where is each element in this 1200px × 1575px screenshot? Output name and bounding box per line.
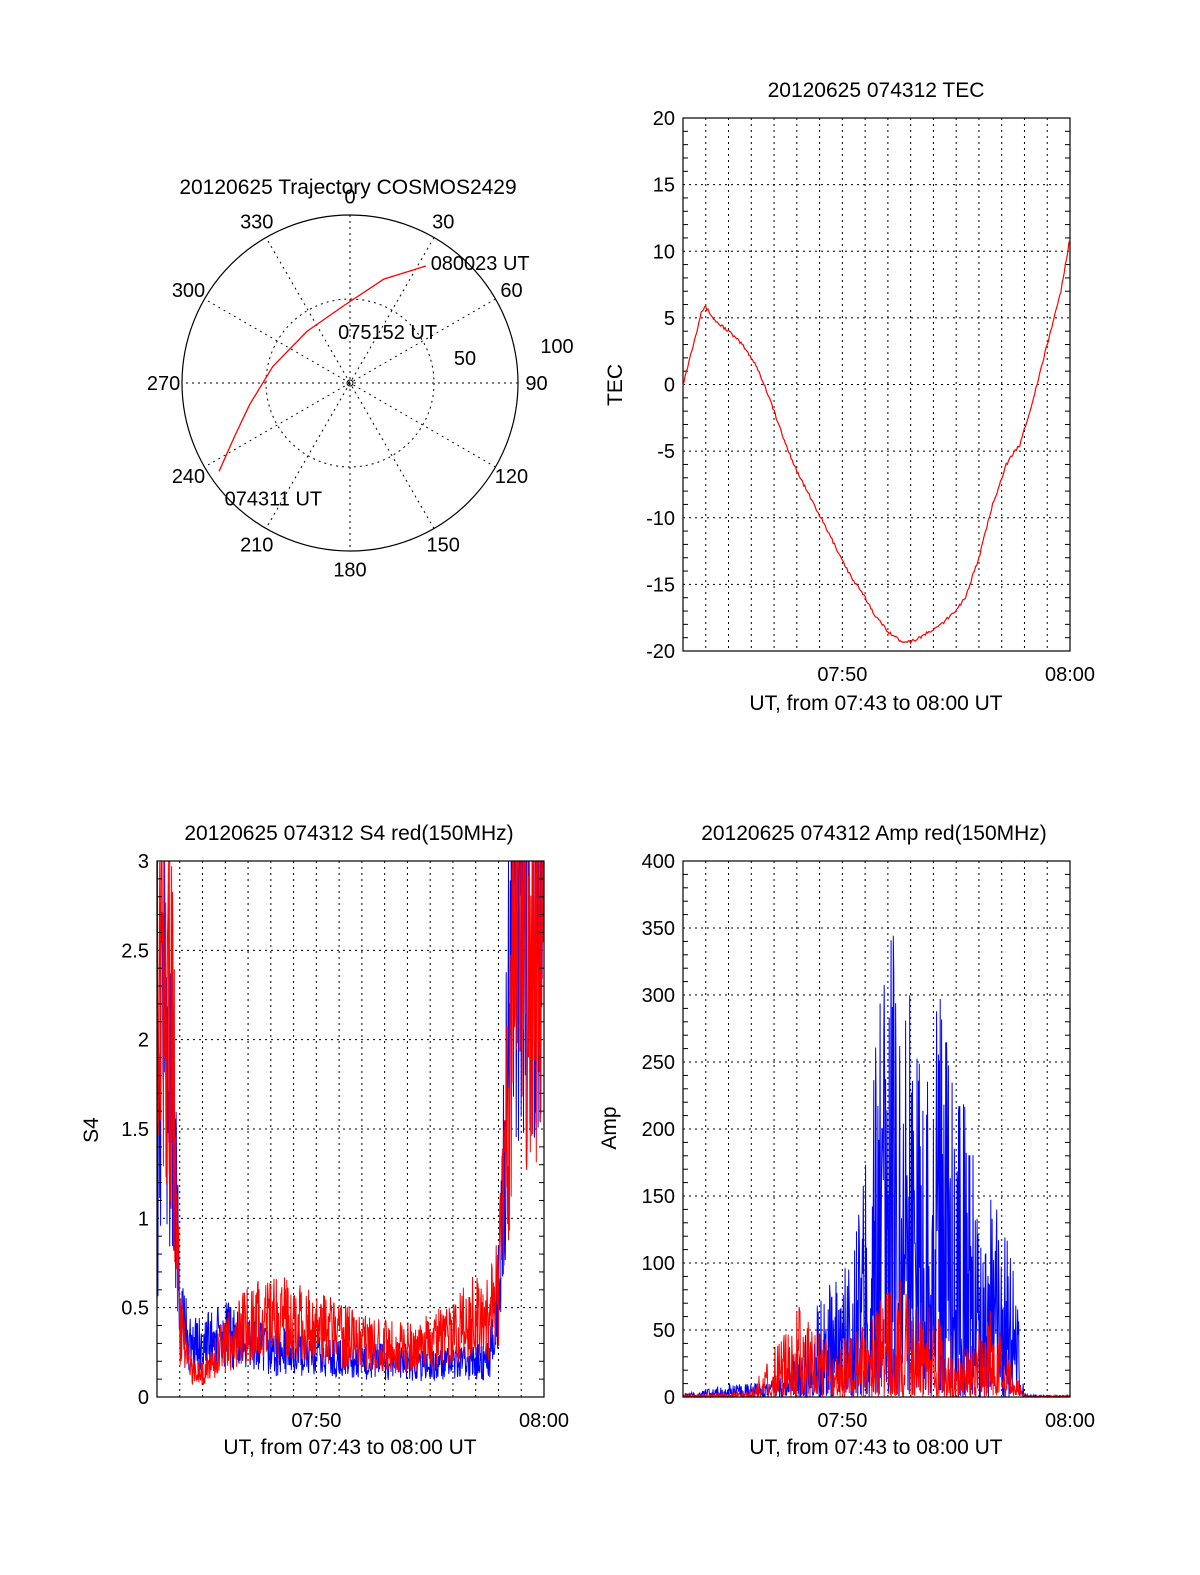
y-tick-label: 50 <box>653 1320 675 1342</box>
x-tick-label: 08:00 <box>1045 1410 1095 1432</box>
y-tick-label: 200 <box>642 1119 675 1141</box>
trajectory-annotations: 080023 UT 075152 UT 074311 UT <box>225 253 530 511</box>
y-tick-label: -20 <box>646 641 675 663</box>
x-tick-label: 07:50 <box>817 1410 867 1432</box>
polar-angle-label-150: 150 <box>427 534 460 556</box>
y-tick-label: 2 <box>138 1030 149 1052</box>
polar-angle-labels: 0 30 60 90 120 150 180 210 240 270 300 330 <box>147 187 548 582</box>
s4-y-axis-label: S4 <box>80 1117 103 1143</box>
polar-angle-label-210: 210 <box>240 534 273 556</box>
y-tick-label: 350 <box>642 918 675 940</box>
y-tick-label: 0 <box>664 375 675 397</box>
y-tick-label: 2.5 <box>121 940 149 962</box>
y-tick-label: 0 <box>664 1387 675 1409</box>
y-tick-label: 0 <box>138 1387 149 1409</box>
x-tick-label: 08:00 <box>519 1410 569 1432</box>
y-tick-label: 1.5 <box>121 1119 149 1141</box>
polar-angle-label-270: 270 <box>147 373 180 395</box>
y-tick-label: 300 <box>642 985 675 1007</box>
s4-plot-frame <box>156 860 545 1398</box>
tec-chart: 20120625 074312 TEC -20 -15 -10 -5 0 5 10 15 20 0… <box>604 79 1095 715</box>
polar-chart-title: 20120625 Trajectory COSMOS2429 <box>179 176 516 199</box>
amp-plot-frame <box>682 860 1071 1398</box>
polar-angle-label-330: 330 <box>240 212 273 234</box>
y-tick-label: 10 <box>653 241 675 263</box>
x-tick-label: 07:50 <box>817 664 867 686</box>
y-tick-label: -10 <box>646 508 675 530</box>
y-tick-label: 400 <box>642 851 675 873</box>
amp-y-axis-label: Amp <box>598 1106 621 1149</box>
y-tick-label: 0.5 <box>121 1298 149 1320</box>
series-line-1 <box>682 1280 1071 1399</box>
y-tick-label: -5 <box>657 441 675 463</box>
x-tick-label: 07:50 <box>291 1410 341 1432</box>
y-tick-label: 1 <box>138 1208 149 1230</box>
x-tick-label: 08:00 <box>1045 664 1095 686</box>
tec-x-axis-label: UT, from 07:43 to 08:00 UT <box>749 692 1002 715</box>
polar-radius-label-50: 50 <box>454 348 476 370</box>
y-tick-label: 15 <box>653 175 675 197</box>
y-tick-label: 3 <box>138 851 149 873</box>
tec-y-axis-label: TEC <box>604 364 627 406</box>
y-tick-label: 150 <box>642 1186 675 1208</box>
polar-angle-label-240: 240 <box>172 466 205 488</box>
tec-series-line <box>682 238 1071 645</box>
polar-angle-label-0: 0 <box>344 187 355 209</box>
polar-radius-label-100: 100 <box>540 336 573 358</box>
polar-trajectory-chart: 20120625 Trajectory COSMOS2429 0 30 60 90 12… <box>147 176 574 581</box>
trajectory-annotation-0: 080023 UT <box>431 253 530 275</box>
s4-chart: 20120625 074312 S4 red(150MHz) 0 0.5 1 1.5 2… <box>80 822 569 1459</box>
polar-spoke-150 <box>265 237 435 529</box>
polar-angle-label-120: 120 <box>495 466 528 488</box>
amp-chart-title: 20120625 074312 Amp red(150MHz) <box>701 822 1047 845</box>
polar-angle-label-300: 300 <box>172 280 205 302</box>
trajectory-annotation-2: 074311 UT <box>225 489 322 511</box>
polar-angle-label-180: 180 <box>333 559 366 581</box>
polar-angle-label-90: 90 <box>525 373 547 395</box>
y-tick-label: 5 <box>664 308 675 330</box>
y-tick-label: 100 <box>642 1253 675 1275</box>
polar-center-mark <box>346 379 354 387</box>
s4-chart-title: 20120625 074312 S4 red(150MHz) <box>184 822 513 845</box>
s4-x-axis-label: UT, from 07:43 to 08:00 UT <box>223 1436 476 1459</box>
series-line-0 <box>682 935 1071 1399</box>
tec-chart-title: 20120625 074312 TEC <box>768 79 985 102</box>
trajectory-annotation-1: 075152 UT <box>338 322 437 344</box>
polar-angle-label-60: 60 <box>500 280 522 302</box>
series-line-1 <box>156 860 544 1386</box>
polar-spokes <box>182 215 518 551</box>
amp-chart: 20120625 074312 Amp red(150MHz) 0 50 100 15… <box>598 822 1095 1459</box>
amp-x-axis-label: UT, from 07:43 to 08:00 UT <box>749 1436 1002 1459</box>
y-tick-label: 250 <box>642 1052 675 1074</box>
y-tick-label: 20 <box>653 108 675 130</box>
polar-angle-label-30: 30 <box>432 212 454 234</box>
trajectory-line <box>218 265 427 472</box>
y-tick-label: -15 <box>646 574 675 596</box>
